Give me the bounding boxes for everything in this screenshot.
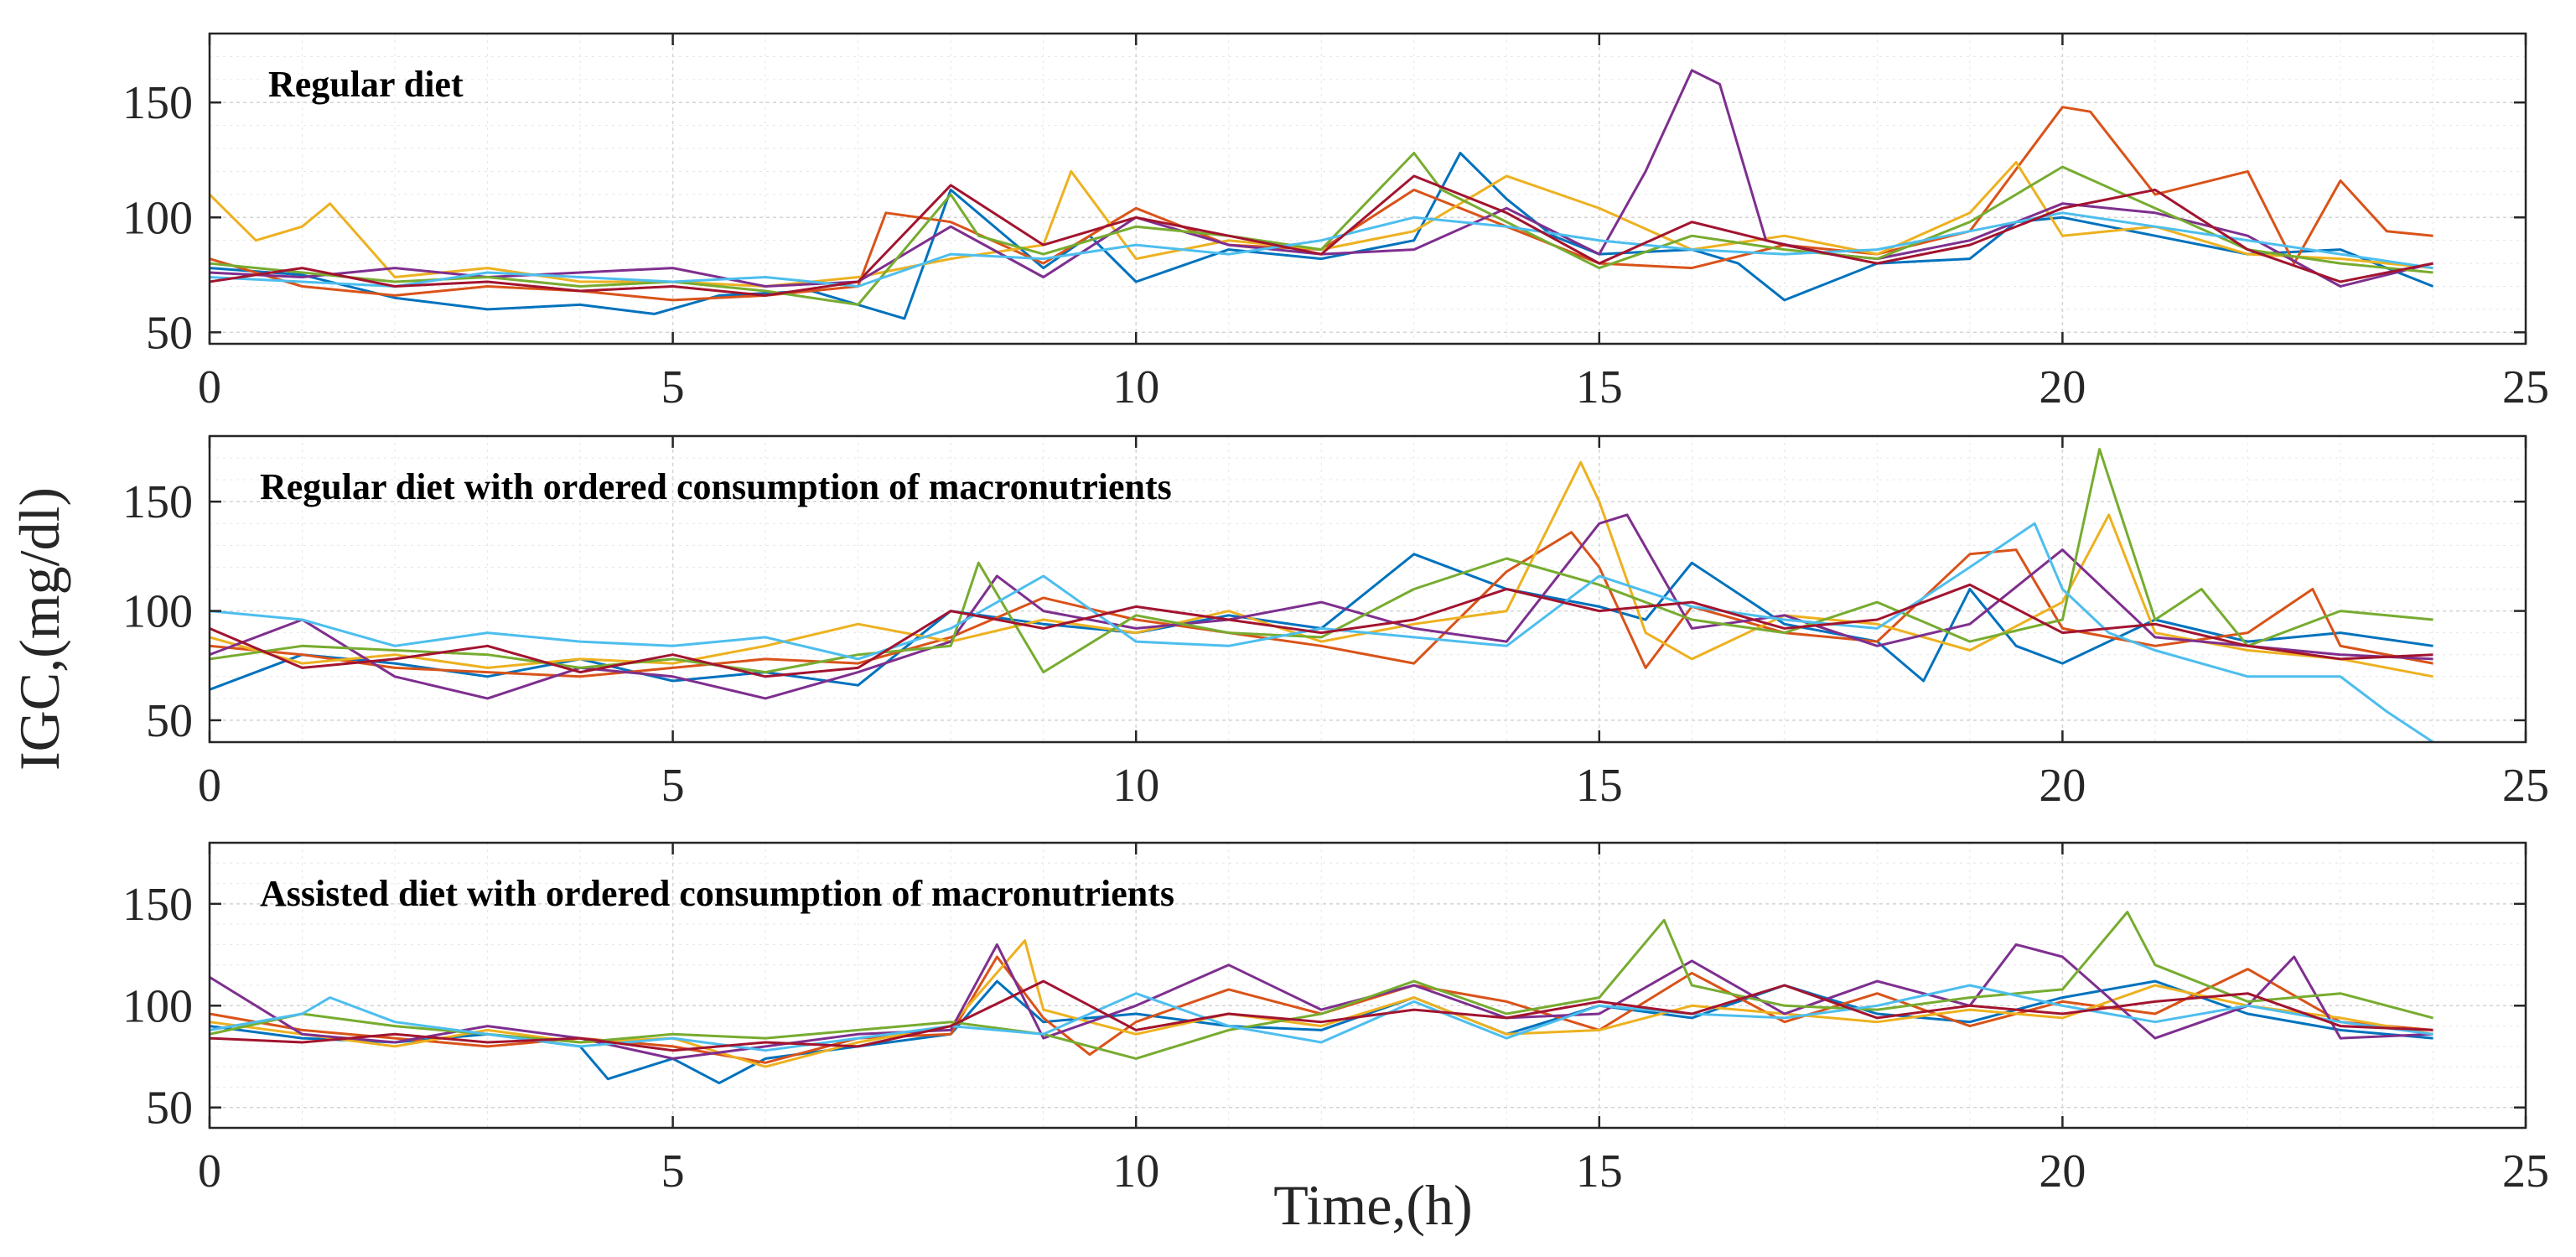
series-line-4	[210, 513, 2433, 700]
series-line-3	[210, 460, 2433, 678]
y-tick-label: 150	[122, 476, 193, 528]
series-line-2	[210, 531, 2433, 678]
y-tick-label: 100	[122, 192, 193, 244]
y-tick-label: 150	[122, 77, 193, 129]
series-line-1	[210, 152, 2434, 320]
x-tick-label: 25	[2502, 760, 2549, 812]
x-tick-label: 5	[661, 361, 685, 413]
axes-box	[208, 841, 2527, 1130]
x-tick-label: 10	[1112, 1145, 1159, 1197]
y-tick-label: 50	[146, 307, 193, 359]
series-line-7	[210, 583, 2433, 678]
axes-box	[208, 32, 2527, 345]
x-tick-label: 0	[198, 760, 221, 812]
series-line-5	[210, 152, 2433, 306]
x-tick-label: 10	[1112, 361, 1159, 413]
series-group	[210, 911, 2433, 1085]
series-group	[210, 69, 2434, 320]
x-tick-label: 25	[2502, 361, 2549, 413]
x-tick-label: 20	[2039, 361, 2086, 413]
series-line-2	[210, 106, 2433, 302]
series-line-3	[210, 161, 2433, 288]
x-tick-label: 0	[198, 1145, 221, 1197]
x-tick-label: 10	[1112, 760, 1159, 812]
series-line-3	[210, 939, 2433, 1068]
panel-2: 0 5 10 15 20 25 50 100 150 Regular diet with orde…	[122, 434, 2549, 812]
series-line-6	[210, 522, 2434, 742]
series-line-5	[210, 911, 2433, 1060]
panel-1: 0 5 10 15 20 25 50 100 150 Regular diet	[122, 32, 2549, 413]
y-axis-label: IGC,(mg/dl)	[8, 487, 71, 771]
x-tick-label: 15	[1576, 361, 1623, 413]
panel-3: 0 5 10 15 20 25 50 100 150 Assisted diet with ord…	[122, 841, 2549, 1197]
y-tick-label: 150	[122, 879, 193, 931]
x-tick-label: 20	[2039, 1145, 2086, 1197]
y-tick-label: 100	[122, 586, 193, 638]
panel-title: Regular diet with ordered consumption of…	[260, 466, 1172, 507]
series-group	[210, 448, 2434, 742]
x-tick-label: 5	[661, 1145, 685, 1197]
x-tick-label: 15	[1576, 760, 1623, 812]
y-tick-label: 50	[146, 1083, 193, 1135]
x-tick-label: 20	[2039, 760, 2086, 812]
x-tick-label: 0	[198, 361, 221, 413]
x-tick-label: 25	[2502, 1145, 2549, 1197]
x-tick-label: 15	[1576, 1145, 1623, 1197]
series-line-6	[210, 211, 2433, 288]
x-tick-label: 5	[661, 760, 685, 812]
series-line-7	[210, 979, 2433, 1052]
axes-box	[208, 434, 2527, 744]
series-line-7	[210, 174, 2433, 297]
series-line-1	[210, 553, 2433, 691]
series-line-6	[210, 984, 2433, 1052]
panel-title: Assisted diet with ordered consumption o…	[260, 873, 1174, 914]
panel-title: Regular diet	[268, 64, 464, 105]
x-axis-label: Time,(h)	[1273, 1173, 1472, 1237]
y-tick-label: 100	[122, 980, 193, 1032]
y-tick-label: 50	[146, 695, 193, 747]
